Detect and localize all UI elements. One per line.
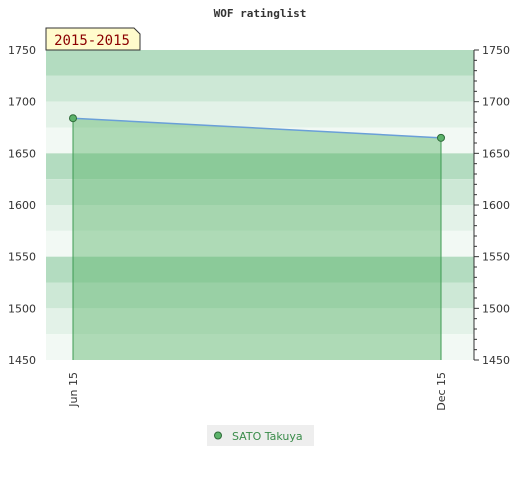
band [46,308,474,335]
left-tick-label: 1650 [8,147,36,160]
left-tick-label: 1450 [8,354,36,367]
right-tick-label: 1750 [482,44,510,57]
right-tick-label: 1500 [482,302,510,315]
left-tick-label: 1550 [8,251,36,264]
band [46,282,474,309]
right-tick-label: 1600 [482,199,510,212]
x-tick-label: Jun 15 [67,372,80,408]
right-tick-label: 1550 [482,251,510,264]
band [46,179,474,205]
period-label: 2015-2015 [54,33,130,49]
legend-label: SATO Takuya [232,430,303,443]
left-tick-label: 1750 [8,44,36,57]
band [46,205,474,231]
right-tick-label: 1650 [482,147,510,160]
band [46,256,474,283]
band [46,75,474,102]
series-area [73,118,441,360]
period-badge: 2015-2015 [45,27,141,51]
band [46,334,474,360]
right-tick-label: 1450 [482,354,510,367]
plot-area [69,114,445,360]
series-line [72,117,442,139]
left-tick-label: 1700 [8,96,36,109]
legend-marker [214,431,222,440]
left-tick-label: 1500 [8,302,36,315]
data-point[interactable] [437,133,445,142]
legend[interactable]: SATO Takuya [207,425,314,446]
band [46,153,474,180]
x-tick-label: Dec 15 [435,372,448,411]
band [46,101,474,128]
chart-title: WOF ratinglist [214,7,307,20]
right-y-axis: 1450 1500 1550 1600 1650 1700 1750 [473,44,510,367]
data-point[interactable] [69,114,77,123]
right-tick-label: 1700 [482,96,510,109]
band [46,230,474,257]
x-axis: Jun 15 Dec 15 [67,372,448,411]
left-y-axis: 1450 1500 1550 1600 1650 1700 1750 [8,44,36,367]
band [46,50,474,76]
left-tick-label: 1600 [8,199,36,212]
background-bands [46,50,474,360]
band [46,127,474,154]
